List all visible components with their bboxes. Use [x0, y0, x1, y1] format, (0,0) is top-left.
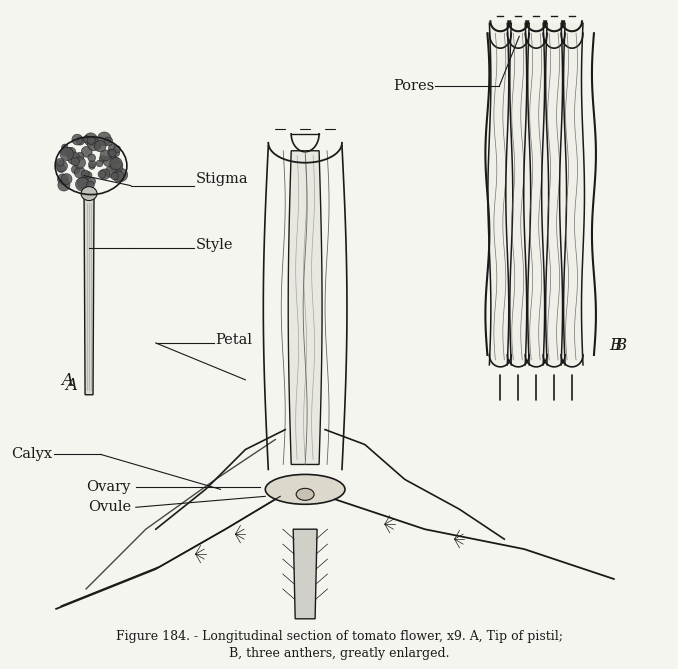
- Text: A: A: [61, 372, 73, 389]
- Circle shape: [105, 166, 117, 177]
- Circle shape: [89, 161, 96, 168]
- Circle shape: [104, 137, 113, 146]
- Circle shape: [81, 147, 92, 157]
- Circle shape: [56, 159, 64, 166]
- Circle shape: [60, 148, 68, 155]
- Polygon shape: [559, 23, 584, 365]
- Circle shape: [58, 179, 70, 191]
- Polygon shape: [84, 197, 94, 395]
- Circle shape: [76, 153, 84, 161]
- Circle shape: [72, 134, 83, 145]
- Text: Ovary: Ovary: [87, 480, 131, 494]
- Circle shape: [86, 181, 94, 189]
- Circle shape: [67, 152, 80, 165]
- Circle shape: [60, 147, 73, 161]
- Circle shape: [113, 146, 121, 153]
- Polygon shape: [542, 23, 567, 365]
- Circle shape: [64, 147, 73, 157]
- Text: B: B: [614, 337, 626, 354]
- Circle shape: [113, 171, 124, 182]
- Circle shape: [81, 170, 89, 178]
- Circle shape: [110, 160, 123, 173]
- Polygon shape: [523, 23, 549, 365]
- Circle shape: [75, 177, 89, 191]
- Circle shape: [108, 149, 116, 157]
- Circle shape: [61, 174, 72, 185]
- Circle shape: [113, 157, 119, 164]
- Circle shape: [85, 171, 92, 179]
- Circle shape: [87, 136, 96, 145]
- Circle shape: [87, 177, 96, 185]
- Circle shape: [100, 169, 110, 179]
- Polygon shape: [288, 151, 322, 464]
- Ellipse shape: [81, 187, 97, 201]
- Circle shape: [110, 157, 122, 170]
- Circle shape: [74, 157, 85, 169]
- Circle shape: [71, 157, 79, 166]
- Circle shape: [71, 165, 80, 174]
- Circle shape: [84, 133, 98, 146]
- Circle shape: [66, 147, 76, 157]
- Circle shape: [111, 173, 119, 180]
- Circle shape: [88, 154, 96, 162]
- Circle shape: [62, 144, 68, 151]
- Polygon shape: [506, 23, 531, 365]
- Circle shape: [108, 145, 116, 152]
- Text: B, three anthers, greatly enlarged.: B, three anthers, greatly enlarged.: [228, 647, 450, 660]
- Circle shape: [89, 163, 95, 169]
- Circle shape: [96, 160, 103, 167]
- Circle shape: [95, 142, 101, 149]
- Circle shape: [77, 177, 89, 189]
- Circle shape: [103, 157, 113, 167]
- Circle shape: [56, 161, 67, 172]
- Text: Style: Style: [195, 238, 233, 252]
- Text: Figure 184. - Longitudinal section of tomato flower, x9. A, Tip of pistil;: Figure 184. - Longitudinal section of to…: [115, 630, 563, 643]
- Circle shape: [108, 151, 116, 159]
- Circle shape: [113, 150, 120, 157]
- Circle shape: [76, 136, 85, 145]
- Circle shape: [57, 164, 65, 173]
- Text: Calyx: Calyx: [12, 448, 52, 462]
- Polygon shape: [488, 23, 513, 365]
- Polygon shape: [293, 529, 317, 619]
- Circle shape: [58, 174, 68, 185]
- Ellipse shape: [265, 474, 345, 504]
- Circle shape: [94, 140, 106, 152]
- Circle shape: [83, 136, 89, 142]
- Text: A: A: [65, 377, 77, 394]
- Ellipse shape: [296, 488, 314, 500]
- Circle shape: [100, 150, 111, 161]
- Circle shape: [75, 167, 85, 178]
- Circle shape: [99, 155, 106, 163]
- Circle shape: [98, 132, 111, 146]
- Text: Ovule: Ovule: [87, 500, 131, 514]
- Circle shape: [114, 168, 127, 181]
- Circle shape: [107, 149, 114, 156]
- Text: B: B: [609, 337, 621, 354]
- Circle shape: [98, 171, 106, 178]
- Text: Pores: Pores: [393, 79, 434, 93]
- Circle shape: [94, 142, 101, 149]
- Text: Stigma: Stigma: [195, 172, 248, 186]
- Circle shape: [87, 138, 100, 151]
- Text: Petal: Petal: [216, 333, 252, 347]
